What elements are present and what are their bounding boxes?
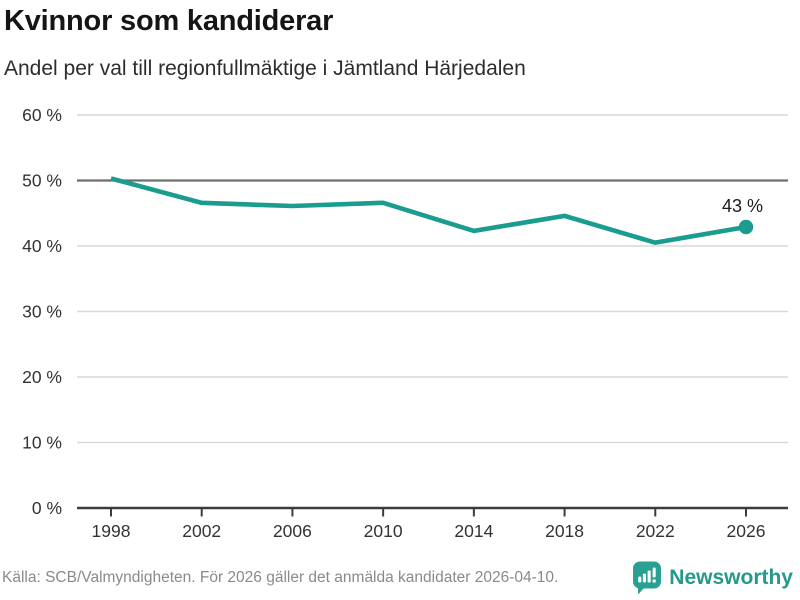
chart-subtitle: Andel per val till regionfullmäktige i J… [4,57,526,80]
source-note: Källa: SCB/Valmyndigheten. För 2026 gäll… [2,569,559,586]
newsworthy-bubble-chart-icon [633,561,662,595]
x-tick-label-1998: 1998 [92,521,131,541]
y-tick-label-20: 20 % [22,367,62,387]
x-tick-label-2002: 2002 [182,521,221,541]
data-line-series [110,176,747,246]
end-value-label: 43 % [722,196,763,216]
x-tick-label-2022: 2022 [636,521,675,541]
newsworthy-wordmark: Newsworthy [669,566,793,589]
y-tick-label-50: 50 % [22,171,62,191]
x-tick-label-2018: 2018 [545,521,584,541]
newsworthy-logo[interactable]: Newsworthy [632,560,793,596]
x-tick-label-2010: 2010 [364,521,403,541]
y-tick-label-30: 30 % [22,302,62,322]
chart-title: Kvinnor som kandiderar [4,5,334,37]
y-tick-label-10: 10 % [22,433,62,453]
end-point-dot [738,219,754,235]
y-tick-label-60: 60 % [22,105,62,125]
x-tick-label-2006: 2006 [273,521,312,541]
x-tick-label-2014: 2014 [454,521,493,541]
y-tick-label-0: 0 % [32,498,62,518]
y-tick-label-40: 40 % [22,236,62,256]
chart-footer: Källa: SCB/Valmyndigheten. För 2026 gäll… [2,558,793,598]
x-tick-label-2026: 2026 [727,521,766,541]
